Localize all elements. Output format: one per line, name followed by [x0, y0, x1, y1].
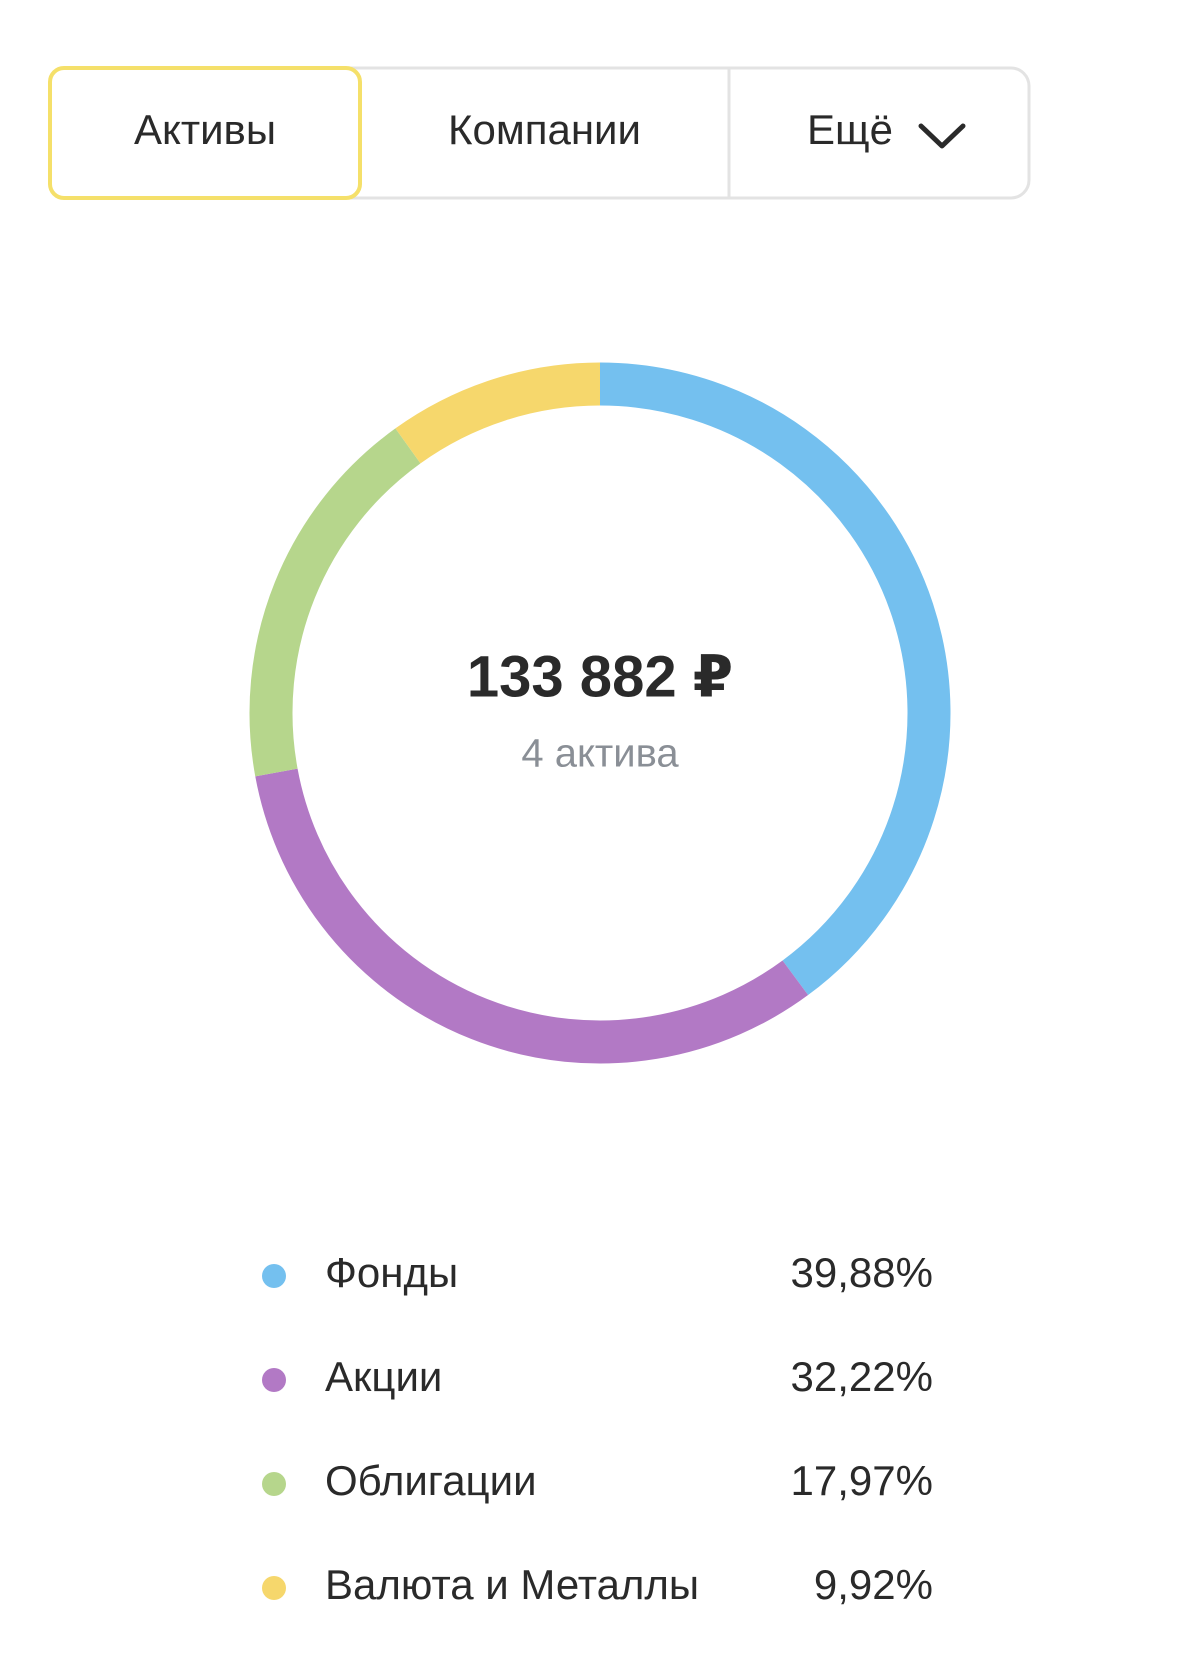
chevron-icon[interactable] [918, 123, 966, 149]
legend-value: 9,92% [814, 1561, 933, 1608]
center-subtitle: 4 актива [521, 732, 679, 776]
legend-value: 39,88% [791, 1249, 933, 1296]
legend-dot [262, 1472, 286, 1496]
legend-dot [262, 1576, 286, 1600]
donut-segment [395, 362, 601, 464]
tab-label[interactable]: Ещё [807, 106, 893, 153]
tab-label[interactable]: Активы [134, 106, 276, 153]
legend-label: Фонды [325, 1249, 458, 1296]
legend-label: Валюта и Металлы [325, 1561, 699, 1608]
legend-dot [262, 1368, 286, 1392]
legend-label: Акции [325, 1353, 442, 1400]
legend-value: 17,97% [791, 1457, 933, 1504]
donut-segment [599, 362, 951, 996]
tab-label[interactable]: Компании [448, 106, 641, 153]
donut-segment [249, 428, 421, 777]
legend-label: Облигации [325, 1457, 537, 1504]
center-total: 133 882 ₽ [467, 644, 733, 709]
donut-segment [255, 768, 809, 1064]
tab-selected[interactable] [48, 66, 362, 200]
legend-dot [262, 1264, 286, 1288]
legend-value: 32,22% [791, 1353, 933, 1400]
